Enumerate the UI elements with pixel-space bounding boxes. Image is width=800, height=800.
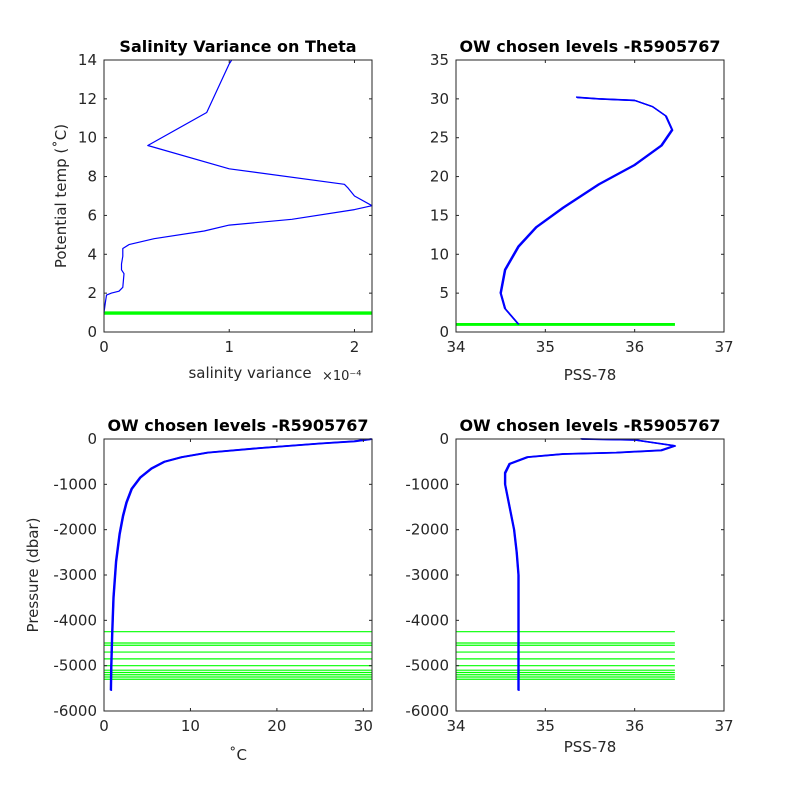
y-tick-label: 4 bbox=[87, 245, 97, 263]
x-axis-label: PSS-78 bbox=[564, 366, 617, 384]
y-tick-label: 5 bbox=[439, 284, 449, 302]
x-tick-label: 35 bbox=[536, 338, 555, 356]
profile-line bbox=[499, 96, 673, 325]
x-tick-label: 2 bbox=[350, 338, 360, 356]
x-tick-label: 35 bbox=[536, 717, 555, 735]
x-tick-label: 20 bbox=[267, 717, 286, 735]
y-tick-label: 10 bbox=[78, 129, 97, 147]
y-tick-label: -5000 bbox=[405, 657, 449, 675]
y-tick-label: 20 bbox=[430, 168, 449, 186]
y-tick-label: -6000 bbox=[405, 702, 449, 720]
y-tick-label: 8 bbox=[87, 168, 97, 186]
profile-line bbox=[504, 438, 676, 691]
profile-line bbox=[110, 438, 373, 691]
plot-area bbox=[104, 438, 373, 691]
profile-line bbox=[505, 438, 677, 691]
y-tick-label: -2000 bbox=[53, 521, 97, 539]
y-tick-label: -1000 bbox=[405, 475, 449, 493]
y-tick-label: -4000 bbox=[53, 611, 97, 629]
axes-box bbox=[455, 59, 725, 333]
tick-labels: 0 10 20 30 0 -1000 -2000 -3000 -4000 -5000 -6000 bbox=[53, 430, 372, 735]
y-tick-label: 14 bbox=[78, 51, 97, 69]
profile-line bbox=[499, 96, 673, 325]
profile-line bbox=[500, 97, 674, 325]
y-axis-label: Potential temp (˚C) bbox=[52, 124, 70, 268]
panel-salinity-variance: Salinity Variance on Theta 0 1 20246810121… bbox=[52, 37, 373, 384]
plot-area bbox=[456, 438, 677, 691]
panel-theta-salinity: OW chosen levels -R5905767 34 35 36 37 0 5 10 1… bbox=[430, 37, 734, 384]
y-tick-label: 0 bbox=[439, 323, 449, 341]
y-tick-label: 2 bbox=[87, 284, 97, 302]
x-tick-label: 0 bbox=[99, 717, 109, 735]
profile-line bbox=[103, 59, 373, 313]
y-tick-label: 10 bbox=[430, 245, 449, 263]
x-tick-label: 34 bbox=[446, 338, 465, 356]
y-tick-label: -3000 bbox=[405, 566, 449, 584]
x-tick-label: 1 bbox=[224, 338, 234, 356]
x-axis-label: ˚C bbox=[229, 746, 247, 764]
y-axis-label: Pressure (dbar) bbox=[24, 518, 42, 633]
y-tick-label: -6000 bbox=[53, 702, 97, 720]
chart-title: Salinity Variance on Theta bbox=[119, 37, 356, 56]
y-tick-label: -4000 bbox=[405, 611, 449, 629]
x-tick-label: 10 bbox=[181, 717, 200, 735]
y-tick-label: -1000 bbox=[53, 475, 97, 493]
y-tick-label: -2000 bbox=[405, 521, 449, 539]
y-tick-label: 0 bbox=[87, 430, 97, 448]
axes-box bbox=[103, 59, 373, 333]
profile-line bbox=[500, 96, 673, 325]
x-tick-label: 37 bbox=[714, 338, 733, 356]
y-tick-label: -3000 bbox=[53, 566, 97, 584]
x-tick-label: 37 bbox=[714, 717, 733, 735]
profile-line bbox=[110, 438, 373, 691]
y-tick-label: 0 bbox=[87, 323, 97, 341]
x-tick-label: 34 bbox=[446, 717, 465, 735]
x-axis-label: salinity variance bbox=[188, 364, 311, 382]
y-tick-label: -5000 bbox=[53, 657, 97, 675]
panel-salinity-pressure: OW chosen levels -R5905767 34 35 36 37 0 -100… bbox=[405, 416, 733, 756]
y-tick-label: 15 bbox=[430, 206, 449, 224]
tick-labels: 34 35 36 37 0 5 10 15 20 25 30 35 bbox=[430, 51, 734, 356]
tick-labels: 34 35 36 37 0 -1000 -2000 -3000 -4000 -5000 -6000 bbox=[405, 430, 733, 735]
y-tick-label: 0 bbox=[439, 430, 449, 448]
chart-title: OW chosen levels -R5905767 bbox=[459, 37, 720, 56]
y-tick-label: 25 bbox=[430, 129, 449, 147]
y-tick-label: 30 bbox=[430, 90, 449, 108]
panel-temperature-pressure: OW chosen levels -R5905767 0 10 20 30 0 -1000… bbox=[24, 416, 373, 764]
x-tick-label: 0 bbox=[99, 338, 109, 356]
y-tick-label: 6 bbox=[87, 206, 97, 224]
y-tick-label: 12 bbox=[78, 90, 97, 108]
chart-title: OW chosen levels -R5905767 bbox=[459, 416, 720, 435]
plot-area bbox=[103, 59, 373, 315]
y-tick-label: 35 bbox=[430, 51, 449, 69]
x-tick-label: 36 bbox=[625, 717, 644, 735]
x-axis-label: PSS-78 bbox=[564, 738, 617, 756]
profile-line bbox=[504, 438, 676, 691]
chart-title: OW chosen levels -R5905767 bbox=[107, 416, 368, 435]
x-tick-label: 36 bbox=[625, 338, 644, 356]
profile-line bbox=[504, 438, 676, 691]
x-exponent-label: ×10⁻⁴ bbox=[322, 369, 362, 384]
profile-line bbox=[110, 438, 373, 691]
profile-line bbox=[500, 96, 674, 325]
plot-area bbox=[456, 96, 675, 326]
x-tick-label: 30 bbox=[354, 717, 373, 735]
profile-line bbox=[110, 438, 372, 691]
